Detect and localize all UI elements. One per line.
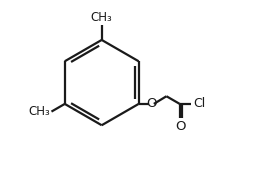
Text: CH₃: CH₃: [29, 105, 51, 118]
Text: O: O: [146, 97, 157, 110]
Text: O: O: [175, 120, 186, 133]
Text: CH₃: CH₃: [91, 11, 112, 24]
Text: Cl: Cl: [194, 97, 206, 110]
